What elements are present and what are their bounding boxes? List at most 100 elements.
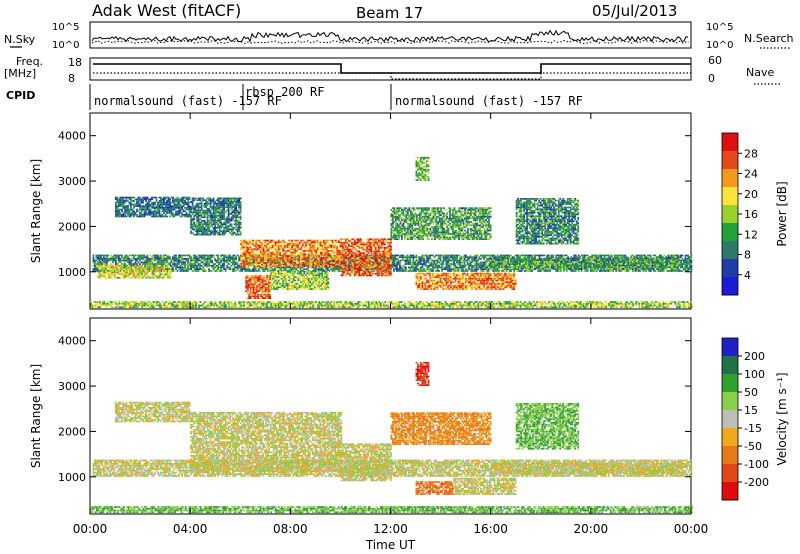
power-cell (220, 221, 222, 224)
power-cell (218, 263, 221, 265)
power-cell (424, 264, 427, 267)
power-cell (612, 270, 615, 272)
power-cell (211, 270, 213, 272)
power-cell (622, 256, 625, 258)
power-cell (526, 256, 529, 258)
power-cell (290, 256, 293, 258)
power-cell (209, 270, 212, 272)
power-cell (571, 261, 574, 264)
power-cell (420, 263, 422, 265)
power-cell (301, 270, 304, 272)
power-cell (142, 200, 144, 202)
power-cell (436, 270, 439, 272)
power-cell (179, 264, 182, 267)
power-cell (173, 201, 176, 204)
power-cell (310, 266, 313, 269)
power-cell (649, 256, 652, 258)
power-cell (418, 259, 421, 262)
power-cell (553, 268, 556, 270)
power-cell (625, 270, 628, 272)
power-cell (486, 266, 488, 269)
power-cell (218, 232, 221, 234)
power-cell (197, 270, 200, 272)
power-cell (110, 263, 113, 265)
power-cell (418, 263, 421, 265)
power-cell (462, 256, 464, 258)
power-cell (546, 254, 549, 257)
power-cell (241, 270, 244, 272)
power-cell (194, 261, 197, 264)
power-cell (556, 270, 559, 272)
power-cell (202, 254, 204, 257)
power-cell (562, 254, 565, 257)
power-cell (412, 254, 415, 257)
power-cell (445, 256, 448, 258)
power-cell (474, 263, 476, 265)
power-cell (175, 263, 177, 265)
power-cell (227, 211, 230, 214)
power-cell (528, 256, 530, 258)
power-cell (127, 256, 129, 258)
power-cell (139, 268, 142, 270)
power-cell (101, 258, 104, 260)
power-cell (265, 268, 268, 270)
power-cell (230, 264, 233, 267)
power-cell (176, 261, 179, 264)
power-cell (349, 261, 352, 264)
power-cell (145, 210, 147, 213)
power-cell (202, 268, 204, 270)
power-cell (172, 270, 174, 272)
power-cell (403, 259, 406, 262)
power-cell (472, 270, 475, 272)
power-cell (639, 256, 642, 258)
power-cell (615, 261, 618, 264)
power-cell (218, 199, 221, 201)
power-cell (466, 270, 469, 272)
power-cell (158, 259, 161, 262)
power-cell (137, 210, 140, 213)
power-cell (118, 256, 120, 258)
power-cell (665, 256, 667, 258)
power-cell (173, 208, 176, 211)
power-cell (630, 268, 633, 270)
power-cell (101, 266, 104, 269)
power-cell (169, 273, 172, 276)
power-cell (376, 261, 379, 264)
power-cell (146, 263, 149, 265)
power-cell (484, 264, 487, 267)
power-cell (567, 256, 570, 258)
power-cell (220, 266, 222, 269)
power-cell (495, 264, 497, 267)
power-cell (223, 204, 225, 207)
power-cell (466, 256, 469, 258)
power-cell (178, 266, 180, 269)
power-cell (190, 214, 192, 217)
power-cell (292, 263, 295, 266)
power-cell (574, 256, 577, 258)
power-cell (621, 261, 624, 264)
power-cell (98, 256, 101, 258)
power-cell (408, 266, 410, 269)
power-cell (415, 268, 418, 270)
power-cell (215, 270, 218, 272)
power-cell (197, 232, 200, 234)
power-cell (295, 241, 298, 244)
power-cell (185, 258, 188, 260)
power-cell (456, 256, 458, 258)
power-cell (164, 259, 167, 262)
power-cell (232, 202, 234, 205)
power-cell (157, 268, 159, 270)
power-cell (594, 256, 597, 258)
power-cell (118, 254, 120, 257)
power-cell (495, 258, 497, 260)
power-cell (217, 261, 219, 264)
power-cell (176, 196, 179, 199)
power-cell (153, 273, 155, 276)
power-cell (417, 256, 419, 258)
power-cell (421, 263, 424, 265)
power-cell (344, 258, 347, 260)
power-cell (359, 259, 362, 262)
power-cell (122, 203, 125, 206)
power-cell (118, 259, 120, 262)
power-cell (281, 254, 284, 257)
